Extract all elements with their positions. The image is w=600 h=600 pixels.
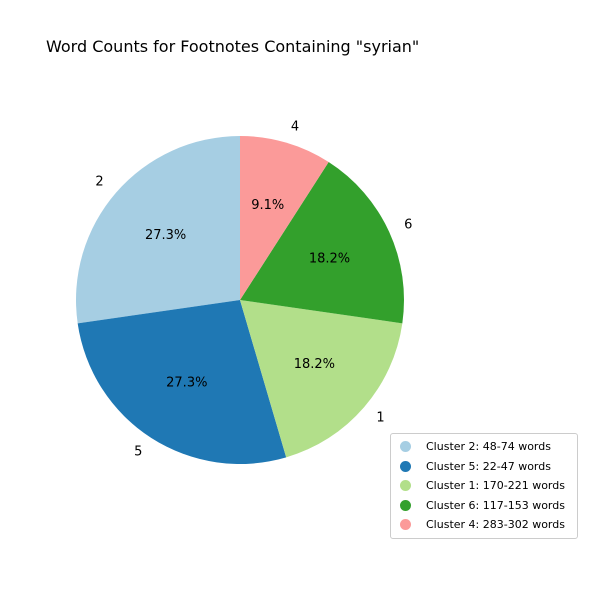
pie-slice-2 [76, 136, 240, 324]
pie-slices [76, 136, 404, 465]
slice-percent-label: 18.2% [294, 357, 335, 372]
legend-marker [400, 519, 411, 531]
pie-slice-4 [240, 136, 329, 300]
pie-labels: 27.3% 2 27.3% 5 18.2% 1 18.2% 6 9.1% 4 [95, 119, 412, 459]
legend-label: Cluster 4: 283-302 words [426, 518, 565, 532]
legend-item: Cluster 5: 22-47 words [391, 457, 577, 477]
legend-label: Cluster 1: 170-221 words [426, 479, 565, 493]
legend-marker [400, 499, 411, 511]
pie-slice-5 [77, 300, 287, 465]
legend-item: Cluster 4: 283-302 words [391, 515, 577, 535]
legend-item: Cluster 2: 48-74 words [391, 437, 577, 457]
legend-item: Cluster 1: 170-221 words [391, 476, 577, 496]
legend-label: Cluster 6: 117-153 words [426, 498, 565, 512]
slice-category-label: 1 [376, 411, 384, 426]
legend-item: Cluster 6: 117-153 words [391, 496, 577, 516]
slice-category-label: 5 [134, 444, 142, 459]
slice-percent-label: 9.1% [251, 198, 284, 213]
legend-marker [400, 480, 411, 492]
chart-title: Word Counts for Footnotes Containing "sy… [46, 37, 419, 56]
legend: Cluster 2: 48-74 words Cluster 5: 22-47 … [390, 433, 578, 539]
slice-category-label: 6 [404, 218, 412, 233]
legend-marker [400, 441, 411, 453]
slice-percent-label: 18.2% [309, 252, 350, 267]
legend-label: Cluster 2: 48-74 words [426, 440, 551, 454]
slice-category-label: 4 [291, 119, 299, 134]
pie-slice-6 [240, 162, 404, 324]
slice-percent-label: 27.3% [145, 228, 186, 243]
pie-slice-1 [240, 300, 403, 458]
slice-category-label: 2 [95, 174, 103, 189]
legend-marker [400, 460, 411, 472]
legend-label: Cluster 5: 22-47 words [426, 459, 551, 473]
slice-percent-label: 27.3% [166, 375, 207, 390]
